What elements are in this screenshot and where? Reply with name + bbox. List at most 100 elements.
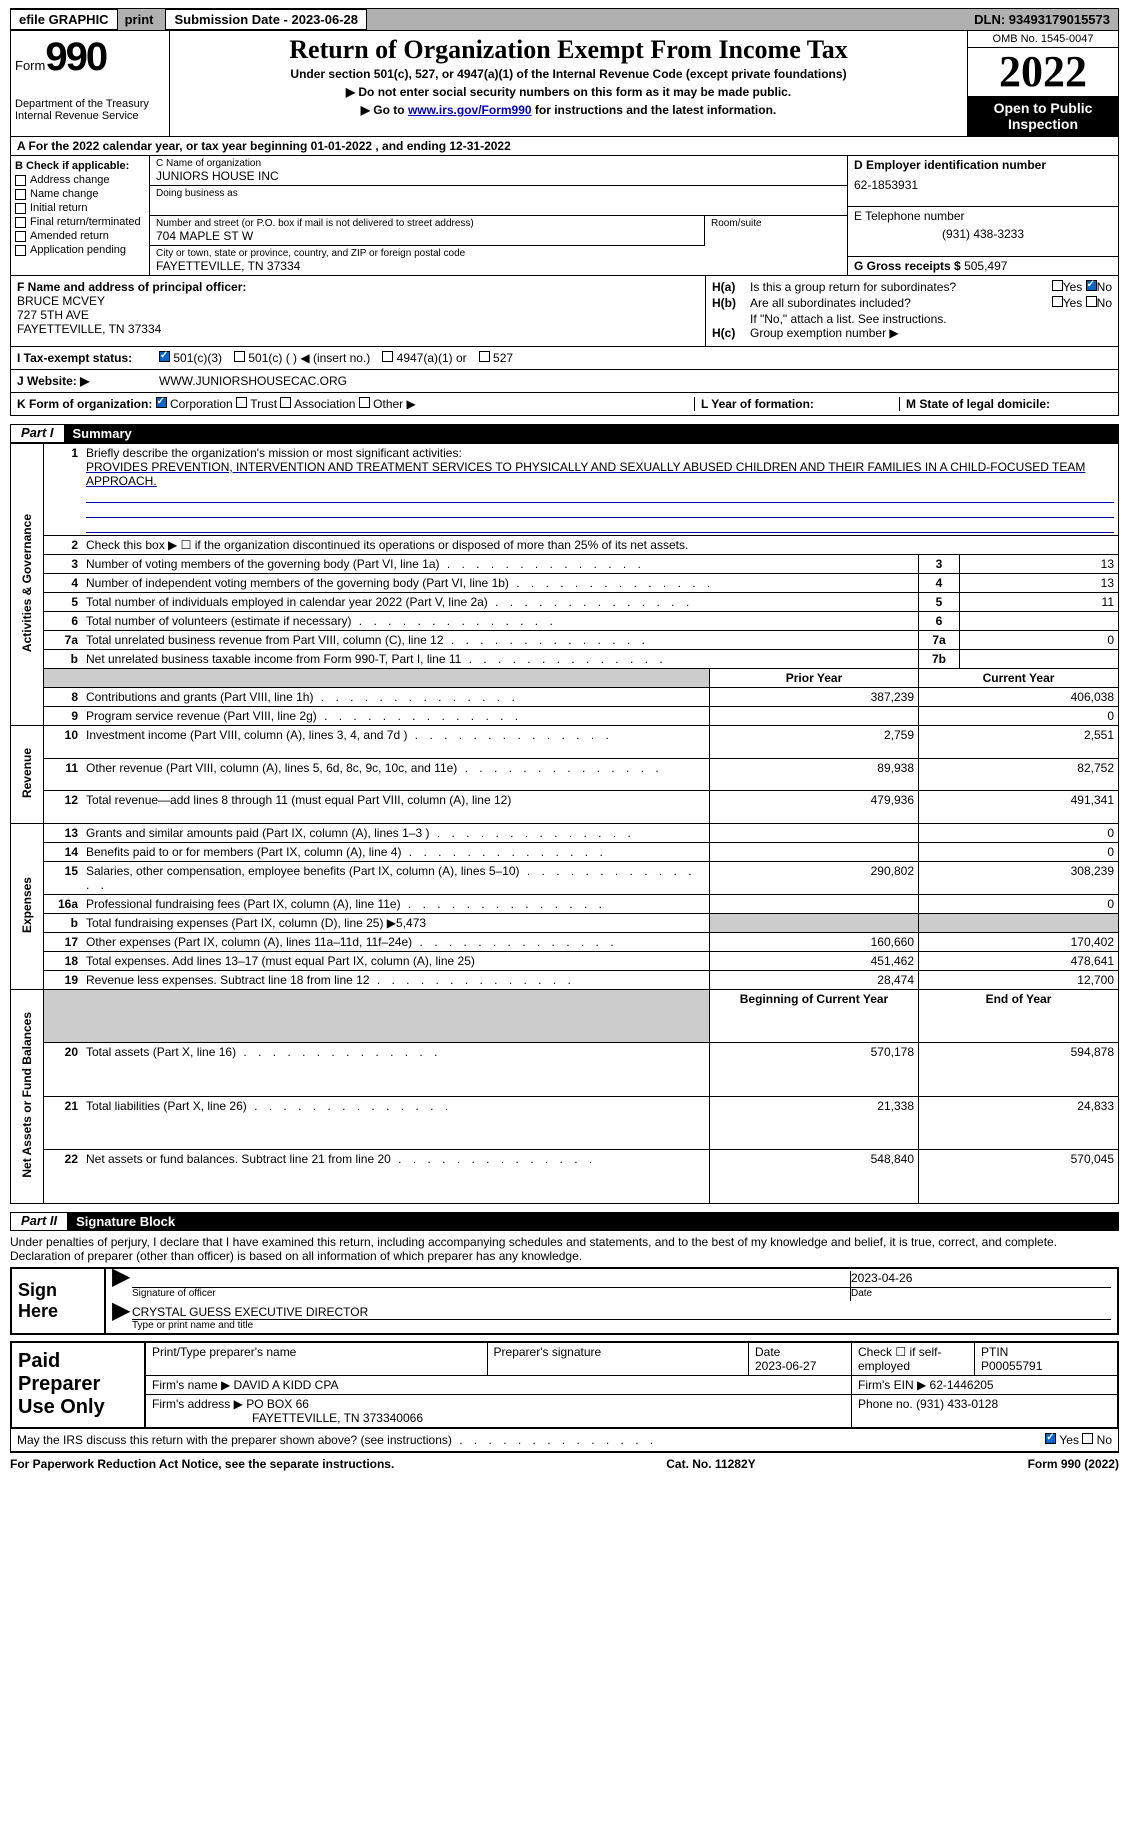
penalty-statement: Under penalties of perjury, I declare th… (10, 1231, 1119, 1267)
col-b-checkboxes: B Check if applicable: Address change Na… (11, 156, 150, 275)
cb-initial-return[interactable] (15, 203, 26, 214)
dln: DLN: 93493179015573 (966, 10, 1118, 29)
line3: Number of voting members of the governin… (82, 555, 919, 574)
section-expenses: Expenses (11, 824, 44, 990)
info-grid: B Check if applicable: Address change Na… (10, 156, 1119, 276)
hb-yes: Yes (1063, 296, 1083, 310)
cb-app-pending[interactable] (15, 245, 26, 256)
dba-label: Doing business as (156, 188, 841, 199)
preparer-label: Paid Preparer Use Only (11, 1342, 145, 1428)
org-name-label: C Name of organization (156, 158, 841, 169)
officer-box: F Name and address of principal officer:… (11, 276, 705, 346)
cb-501c[interactable] (234, 351, 245, 362)
part1-title: Summary (73, 426, 132, 441)
cb-527[interactable] (479, 351, 490, 362)
tel-label: E Telephone number (854, 209, 1112, 223)
num-7a: 7a (44, 631, 83, 650)
opt-501c3: 501(c)(3) (173, 351, 222, 365)
cb-final-return[interactable] (15, 217, 26, 228)
val-4: 13 (960, 574, 1119, 593)
omb-number: OMB No. 1545-0047 (968, 31, 1118, 48)
rev-row-9: 9 Program service revenue (Part VIII, li… (11, 707, 1119, 726)
mid-grid: F Name and address of principal officer:… (10, 276, 1119, 347)
k-col: K Form of organization: Corporation Trus… (17, 397, 682, 411)
prep-ptin: PTINP00055791 (975, 1342, 1119, 1376)
opt-corp: Corporation (170, 397, 233, 411)
cb-amended[interactable] (15, 231, 26, 242)
cb-other[interactable] (359, 397, 370, 408)
period-row: A For the 2022 calendar year, or tax yea… (10, 137, 1119, 156)
cb-name-change[interactable] (15, 189, 26, 200)
lbl-expenses: Expenses (20, 857, 34, 953)
ha-yesno: Yes No (1052, 280, 1112, 294)
m-label: M State of legal domicile: (906, 397, 1050, 411)
sign-here-block: Sign Here ▶ 2023-04-26 Signature of offi… (10, 1267, 1119, 1335)
m-col: M State of legal domicile: (899, 397, 1112, 411)
part1-header: Part I Summary (10, 424, 1119, 443)
cb-501c3[interactable] (159, 351, 170, 362)
cb-hb-yes[interactable] (1052, 296, 1063, 307)
header-center: Return of Organization Exempt From Incom… (170, 31, 967, 136)
opt-trust: Trust (250, 397, 277, 411)
street-label: Number and street (or P.O. box if mail i… (156, 218, 698, 229)
form-header: Form990 Department of the Treasury Inter… (10, 31, 1119, 137)
status-label: I Tax-exempt status: (17, 351, 147, 365)
dba-box: Doing business as (150, 186, 847, 216)
val-7b (960, 650, 1119, 669)
summary-table: Activities & Governance 1 Briefly descri… (10, 443, 1119, 1204)
officer-label: F Name and address of principal officer: (17, 280, 699, 294)
hb-label: H(b) (712, 296, 750, 310)
cb-discuss-no[interactable] (1082, 1433, 1093, 1444)
prior-year-hdr: Prior Year (710, 669, 919, 688)
website-label: J Website: ▶ (17, 374, 147, 388)
val-6 (960, 612, 1119, 631)
cb-hb-no[interactable] (1086, 296, 1097, 307)
open-to-public: Open to Public Inspection (968, 96, 1118, 136)
h-section: H(a) Is this a group return for subordin… (705, 276, 1118, 346)
cb-assoc[interactable] (280, 397, 291, 408)
num-4: 4 (44, 574, 83, 593)
lbl-initial-return: Initial return (30, 202, 87, 214)
cb-trust[interactable] (236, 397, 247, 408)
ha-text: Is this a group return for subordinates? (750, 280, 956, 294)
section-revenue: Revenue (11, 726, 44, 824)
lbl-amended: Amended return (30, 230, 109, 242)
ein-label: D Employer identification number (854, 158, 1112, 172)
section-netassets: Net Assets or Fund Balances (11, 990, 44, 1204)
cb-ha-yes[interactable] (1052, 280, 1063, 291)
hc-text: Group exemption number ▶ (750, 326, 899, 340)
cb-ha-no[interactable] (1086, 280, 1097, 291)
city-label: City or town, state or province, country… (156, 248, 841, 259)
firm-addr-row: Firm's address ▶ PO BOX 66FAYETTEVILLE, … (145, 1394, 852, 1428)
street-value: 704 MAPLE ST W (156, 229, 698, 243)
org-name-box: C Name of organization JUNIORS HOUSE INC (150, 156, 847, 186)
hb-text: Are all subordinates included? (750, 296, 911, 310)
prep-check: Check ☐ if self-employed (852, 1342, 975, 1376)
mission-label: Briefly describe the organization's miss… (86, 446, 462, 460)
goto-suffix: for instructions and the latest informat… (532, 103, 777, 117)
tax-year: 2022 (968, 48, 1118, 96)
preparer-block: Paid Preparer Use Only Print/Type prepar… (10, 1341, 1119, 1429)
l-label: L Year of formation: (701, 397, 814, 411)
num-5: 5 (44, 593, 83, 612)
cb-corp[interactable] (156, 397, 167, 408)
website-row: J Website: ▶ WWW.JUNIORSHOUSECAC.ORG (10, 370, 1119, 393)
opt-501c: 501(c) ( ) ◀ (insert no.) (248, 351, 370, 365)
irs-link[interactable]: www.irs.gov/Form990 (408, 103, 532, 117)
print-label[interactable]: print (117, 10, 162, 29)
city-box: City or town, state or province, country… (150, 246, 847, 275)
cb-discuss-yes[interactable] (1045, 1433, 1056, 1444)
sig-name-label: Type or print name and title (132, 1320, 1111, 1331)
room-label: Room/suite (711, 218, 841, 229)
end-year-hdr: End of Year (919, 990, 1119, 1043)
discuss-no: No (1097, 1433, 1112, 1447)
city-value: FAYETTEVILLE, TN 37334 (156, 259, 841, 273)
cb-address-change[interactable] (15, 175, 26, 186)
val-3: 13 (960, 555, 1119, 574)
arrow-icon: ▶ (112, 1305, 132, 1331)
gross-box: G Gross receipts $ 505,497 (848, 257, 1118, 275)
form-title: Return of Organization Exempt From Incom… (174, 35, 963, 65)
firm-phone: Phone no. (931) 433-0128 (852, 1394, 1119, 1428)
cb-4947[interactable] (382, 351, 393, 362)
tax-status-row: I Tax-exempt status: 501(c)(3) 501(c) ( … (10, 347, 1119, 370)
